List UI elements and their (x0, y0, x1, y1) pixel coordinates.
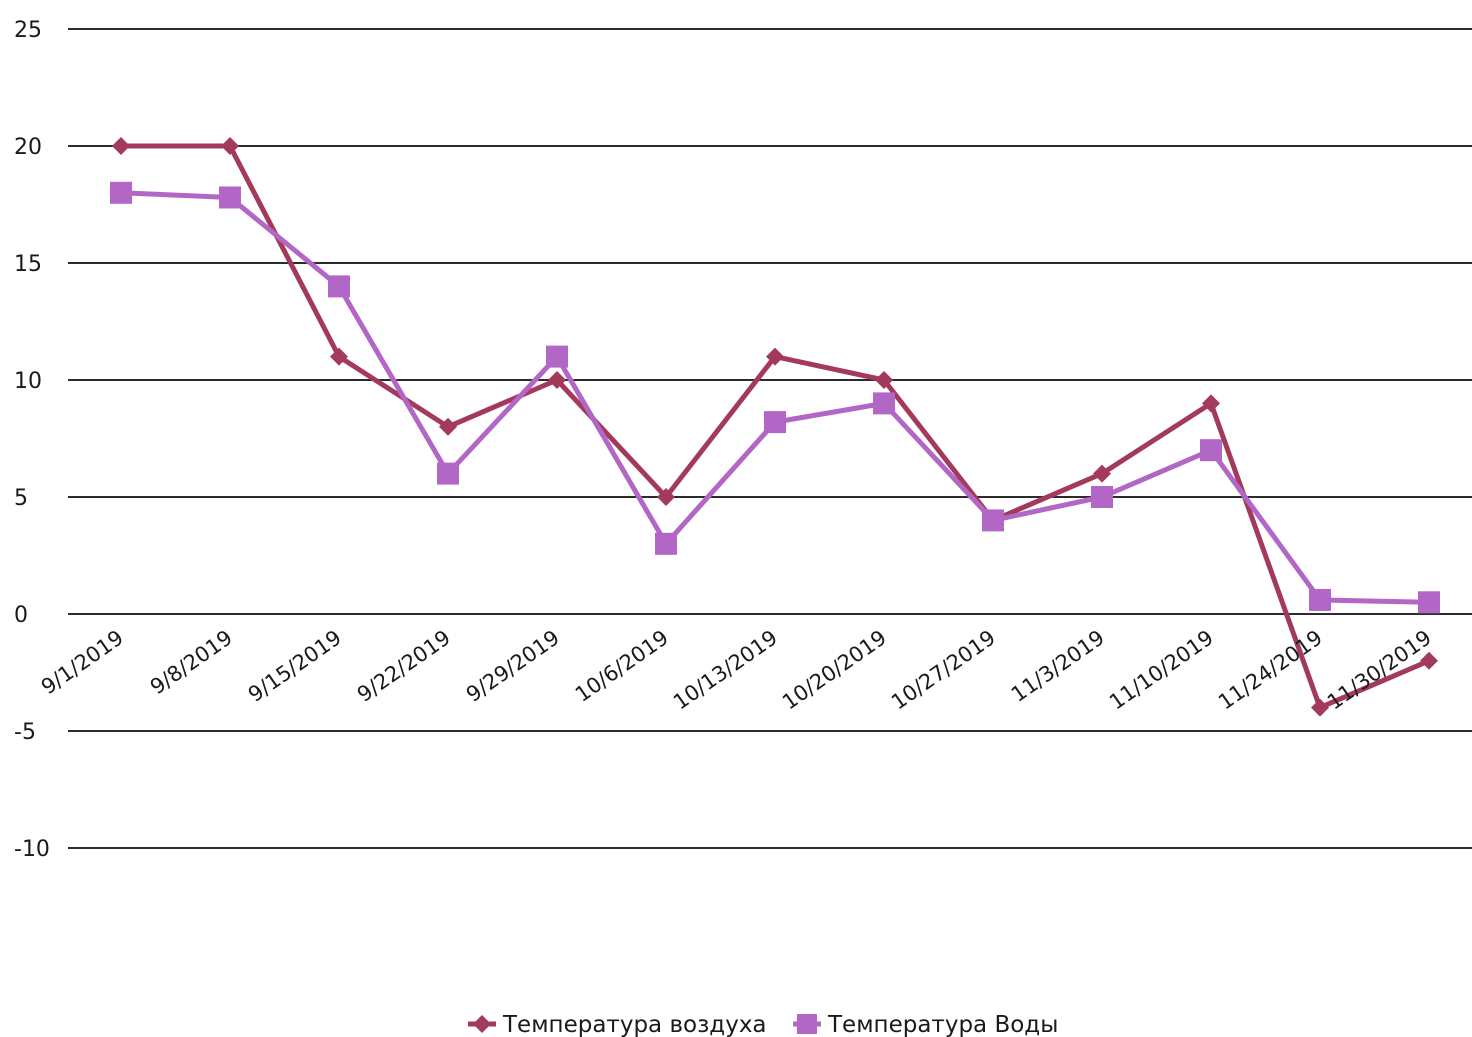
data-point-marker (982, 509, 1004, 532)
x-tick-label: 10/27/2019 (887, 625, 1000, 714)
gridlines (68, 28, 1472, 849)
x-tick-label: 9/8/2019 (146, 625, 237, 699)
y-tick-label: 20 (14, 135, 42, 160)
data-point-marker (764, 411, 786, 434)
data-point-marker (875, 371, 893, 389)
data-point-marker (766, 347, 784, 366)
y-tick-label: 0 (14, 603, 28, 628)
data-point-marker (112, 137, 130, 155)
x-tick-label: 10/6/2019 (571, 625, 673, 706)
data-point-marker (546, 345, 568, 368)
data-point-marker (219, 186, 241, 209)
y-tick-label: 5 (14, 486, 28, 511)
x-tick-label: 9/22/2019 (353, 625, 455, 706)
legend-label: Температура воздуха (502, 1012, 767, 1037)
legend: Температура воздуха Температура Воды (468, 1012, 1058, 1037)
data-point-marker (439, 417, 457, 436)
data-point-marker (1200, 439, 1222, 462)
data-point-marker (548, 371, 566, 389)
legend-label: Температура Воды (827, 1012, 1058, 1037)
x-tick-label: 9/1/2019 (37, 625, 128, 699)
x-tick-label: 10/20/2019 (778, 625, 891, 714)
x-axis: 9/1/2019 9/8/2019 9/15/2019 9/22/2019 9/29/2… (37, 625, 1436, 714)
x-tick-label: 11/30/2019 (1323, 625, 1436, 714)
data-point-marker (221, 137, 239, 155)
legend-marker (473, 1015, 491, 1033)
data-point-marker (110, 181, 132, 204)
y-tick-label: 10 (14, 369, 42, 394)
x-tick-label: 9/29/2019 (462, 625, 564, 706)
series-markers (110, 137, 1440, 717)
data-point-marker (1311, 698, 1329, 717)
x-tick-label: 11/3/2019 (1007, 625, 1109, 706)
y-tick-label: -10 (14, 837, 50, 862)
data-point-marker (1202, 394, 1220, 413)
data-point-marker (1418, 591, 1440, 614)
data-point-marker (1093, 464, 1111, 483)
y-tick-label: 25 (14, 18, 42, 43)
data-point-marker (1420, 651, 1438, 670)
data-point-marker (873, 392, 895, 415)
y-axis: -10 -5 0 5 10 15 20 25 (14, 18, 50, 862)
data-point-marker (657, 488, 675, 506)
x-tick-label: 10/13/2019 (669, 625, 782, 714)
data-point-marker (437, 462, 459, 485)
series-line (118, 190, 1432, 605)
data-point-marker (1091, 486, 1113, 508)
legend-marker (797, 1014, 817, 1034)
data-point-marker (655, 532, 677, 555)
data-point-marker (1309, 588, 1331, 611)
x-tick-label: 11/10/2019 (1105, 625, 1218, 714)
data-point-marker (328, 275, 350, 298)
data-point-marker (330, 347, 348, 366)
y-tick-label: 15 (14, 252, 42, 277)
x-tick-label: 11/24/2019 (1214, 625, 1327, 714)
x-tick-label: 9/15/2019 (244, 625, 346, 706)
y-tick-label: -5 (14, 720, 36, 745)
